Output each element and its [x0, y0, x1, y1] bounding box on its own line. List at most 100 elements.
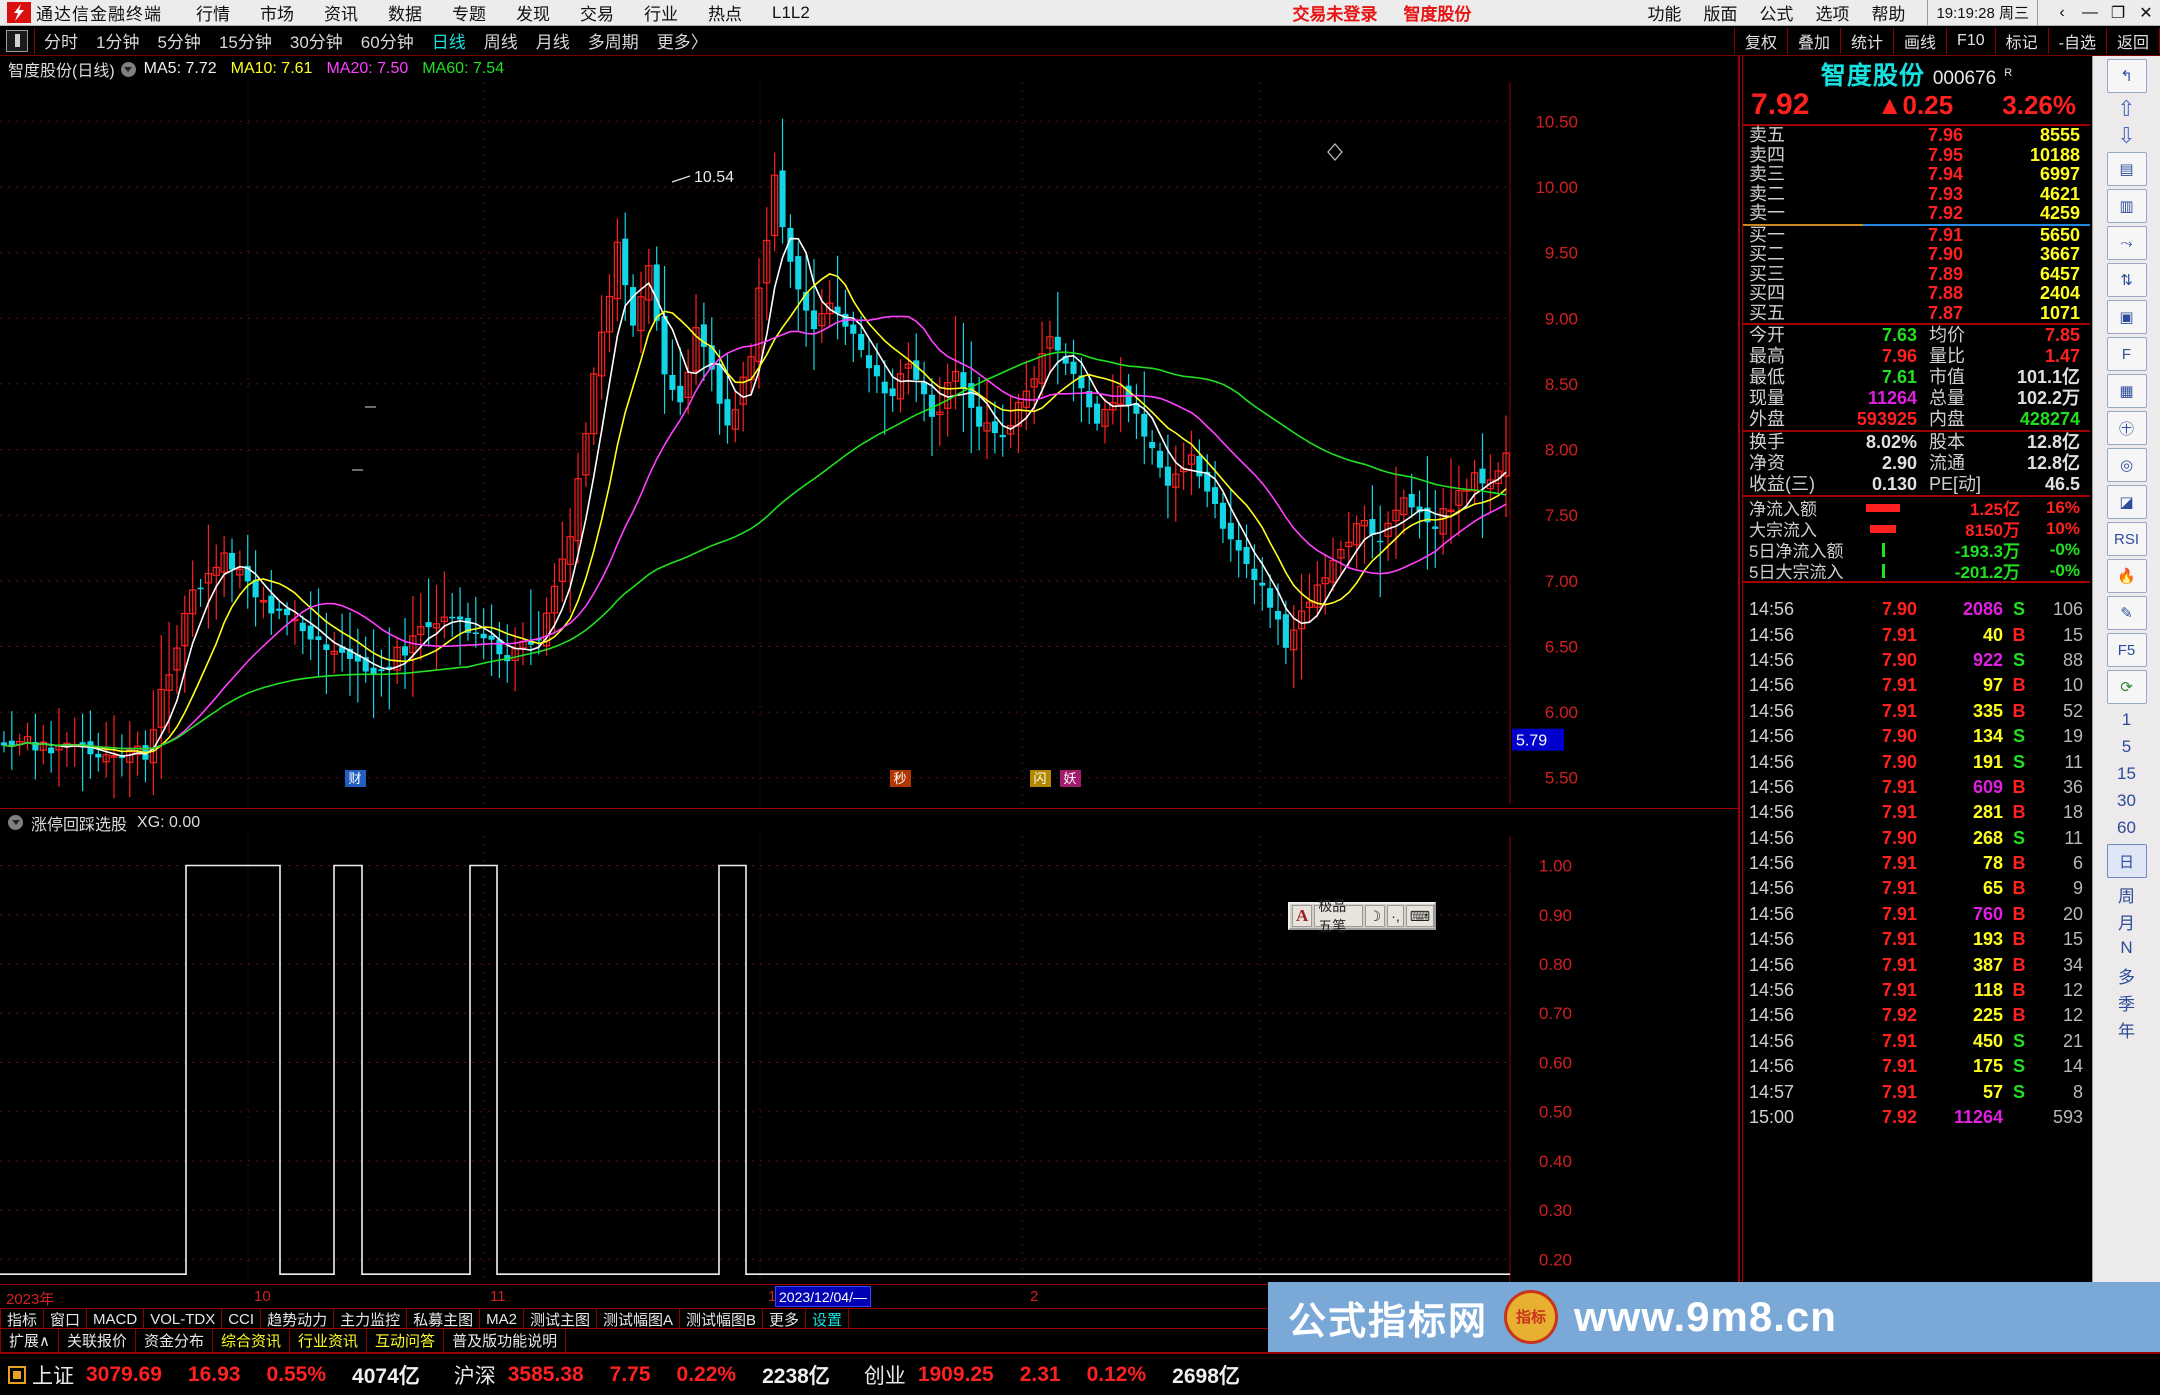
- indicator-icon[interactable]: ◎: [2106, 448, 2147, 482]
- toolbar-diejia[interactable]: 叠加: [1798, 34, 1831, 52]
- ind-btn-11[interactable]: 测试幅图B: [680, 1309, 763, 1330]
- quote-list-icon[interactable]: ▤: [2106, 152, 2147, 186]
- trend-icon[interactable]: ⤳: [2106, 226, 2147, 260]
- ind-btn-7[interactable]: 私募主图: [407, 1309, 481, 1330]
- menu-item-3[interactable]: 数据: [388, 5, 422, 24]
- rail-period-multi[interactable]: 多: [2118, 967, 2135, 987]
- ex-btn-0[interactable]: 扩展∧: [0, 1329, 59, 1352]
- period-daily[interactable]: 日线: [431, 33, 466, 52]
- ind-btn-6[interactable]: 主力监控: [334, 1309, 408, 1330]
- menu-right-1[interactable]: 版面: [1703, 5, 1738, 24]
- chevron-down-icon-2[interactable]: [8, 815, 23, 830]
- ex-btn-6[interactable]: 普及版功能说明: [444, 1329, 567, 1352]
- index-name-1[interactable]: 沪深: [453, 1364, 496, 1388]
- ime-name[interactable]: 极品五笔: [1314, 898, 1363, 934]
- menu-item-1[interactable]: 市场: [260, 5, 294, 24]
- clipboard-icon[interactable]: ▣: [2106, 300, 2147, 334]
- stock-shortcut[interactable]: 智度股份: [1403, 5, 1472, 24]
- indicator-chart[interactable]: 1.00 0.90 0.80 0.70 0.60 0.50 0.40 0.30 0.20: [0, 836, 1740, 1284]
- period-fenshi[interactable]: 分时: [44, 33, 78, 52]
- ime-toolbar[interactable]: A 极品五笔 ☽ ·, ⌨: [1288, 898, 1436, 934]
- period-more[interactable]: 更多〉: [656, 33, 708, 52]
- period-multi[interactable]: 多周期: [587, 33, 639, 52]
- toolbar-fanhui[interactable]: 返回: [2116, 34, 2149, 52]
- login-status[interactable]: 交易未登录: [1292, 5, 1378, 24]
- layout-icon[interactable]: [6, 29, 28, 52]
- tick-list[interactable]: 14:56 7.90 2086 S 106 14:56 7.91 40 B 15 14:56 7.90…: [1743, 597, 2091, 1328]
- ind-btn-settings[interactable]: 设置: [806, 1309, 850, 1330]
- menu-item-4[interactable]: 专题: [452, 5, 486, 24]
- ind-btn-5[interactable]: 趋势动力: [261, 1309, 335, 1330]
- toolbar-tongji[interactable]: 统计: [1851, 34, 1884, 52]
- ex-btn-5[interactable]: 互动问答: [367, 1329, 445, 1352]
- rail-period-30[interactable]: 30: [2117, 791, 2136, 810]
- window-back-button[interactable]: ‹: [2059, 3, 2065, 21]
- menu-right-3[interactable]: 选项: [1815, 5, 1850, 24]
- ind-btn-12[interactable]: 更多: [763, 1309, 807, 1330]
- rail-period-year[interactable]: 年: [2118, 1021, 2135, 1041]
- rail-period-month[interactable]: 月: [2118, 913, 2135, 933]
- menu-item-2[interactable]: 资讯: [324, 5, 358, 24]
- ind-btn-0[interactable]: 指标: [0, 1309, 45, 1330]
- period-60min[interactable]: 60分钟: [360, 33, 414, 52]
- chart2-icon[interactable]: ◪: [2106, 485, 2147, 519]
- period-monthly[interactable]: 月线: [535, 33, 570, 52]
- menu-item-5[interactable]: 发现: [516, 5, 550, 24]
- ex-btn-4[interactable]: 行业资讯: [290, 1329, 368, 1352]
- toolbar-huaxian[interactable]: 画线: [1904, 34, 1937, 52]
- hot-icon[interactable]: 🔥: [2106, 559, 2147, 593]
- rail-period-n[interactable]: N: [2120, 938, 2133, 957]
- menu-item-7[interactable]: 行业: [644, 5, 678, 24]
- menu-right-2[interactable]: 公式: [1759, 5, 1794, 24]
- toolbar-zixuan[interactable]: -自选: [2058, 34, 2096, 52]
- menu-right-4[interactable]: 帮助: [1871, 5, 1906, 24]
- rail-period-day[interactable]: 日: [2106, 844, 2147, 878]
- menu-item-8[interactable]: 热点: [708, 5, 742, 24]
- ex-btn-1[interactable]: 关联报价: [59, 1329, 136, 1352]
- period-15min[interactable]: 15分钟: [218, 33, 272, 52]
- period-weekly[interactable]: 周线: [483, 33, 518, 52]
- rail-period-5[interactable]: 5: [2121, 737, 2132, 756]
- toolbar-biaoji[interactable]: 标记: [2005, 34, 2038, 52]
- period-30min[interactable]: 30分钟: [289, 33, 343, 52]
- back-arrow-icon[interactable]: ↰: [2106, 59, 2147, 93]
- window-close-button[interactable]: ✕: [2139, 4, 2153, 22]
- ind-btn-10[interactable]: 测试幅图A: [597, 1309, 680, 1330]
- news-icon[interactable]: ▦: [2106, 374, 2147, 408]
- menu-item-6[interactable]: 交易: [580, 5, 614, 24]
- index-name-0[interactable]: 上证: [32, 1364, 74, 1388]
- toolbar-fuquan[interactable]: 复权: [1744, 34, 1777, 52]
- chart-area[interactable]: 智度股份(日线) MA5: 7.72 MA10: 7.61 MA20: 7.50…: [0, 56, 1740, 1330]
- ex-btn-3[interactable]: 综合资讯: [213, 1329, 291, 1352]
- chevron-down-icon[interactable]: [120, 61, 136, 77]
- rail-period-week[interactable]: 周: [2118, 886, 2135, 906]
- period-1min[interactable]: 1分钟: [96, 33, 140, 52]
- level2-icon[interactable]: ▥: [2106, 189, 2147, 223]
- rail-period-1[interactable]: 1: [2121, 710, 2132, 729]
- ex-btn-2[interactable]: 资金分布: [136, 1329, 214, 1352]
- rail-period-15[interactable]: 15: [2117, 764, 2136, 783]
- refresh-icon[interactable]: ⟳: [2106, 670, 2147, 704]
- rail-period-60[interactable]: 60: [2117, 818, 2136, 837]
- window-restore-button[interactable]: ❐: [2110, 4, 2126, 22]
- ime-punct-icon[interactable]: ·,: [1387, 905, 1404, 927]
- ime-mode-icon[interactable]: A: [1292, 905, 1313, 927]
- fund-icon[interactable]: ㊉: [2106, 411, 2147, 445]
- up-arrow-icon[interactable]: ⇧: [2117, 96, 2136, 121]
- f10-icon[interactable]: F: [2106, 337, 2147, 371]
- f5-icon[interactable]: F5: [2106, 633, 2147, 667]
- index-name-2[interactable]: 创业: [863, 1364, 906, 1388]
- down-arrow-icon[interactable]: ⇩: [2117, 123, 2136, 148]
- menu-item-0[interactable]: 行情: [196, 5, 230, 24]
- period-5min[interactable]: 5分钟: [157, 33, 201, 52]
- compare-icon[interactable]: ⇅: [2106, 263, 2147, 297]
- menu-right-0[interactable]: 功能: [1647, 5, 1682, 24]
- ind-btn-3[interactable]: VOL-TDX: [144, 1309, 223, 1330]
- rail-period-quarter[interactable]: 季: [2118, 994, 2135, 1014]
- ime-moon-icon[interactable]: ☽: [1364, 905, 1386, 927]
- pen-icon[interactable]: ✎: [2106, 596, 2147, 630]
- window-minimize-button[interactable]: —: [2082, 3, 2098, 21]
- ind-btn-8[interactable]: MA2: [480, 1309, 524, 1330]
- ind-btn-9[interactable]: 测试主图: [524, 1309, 597, 1330]
- ind-btn-1[interactable]: 窗口: [44, 1309, 88, 1330]
